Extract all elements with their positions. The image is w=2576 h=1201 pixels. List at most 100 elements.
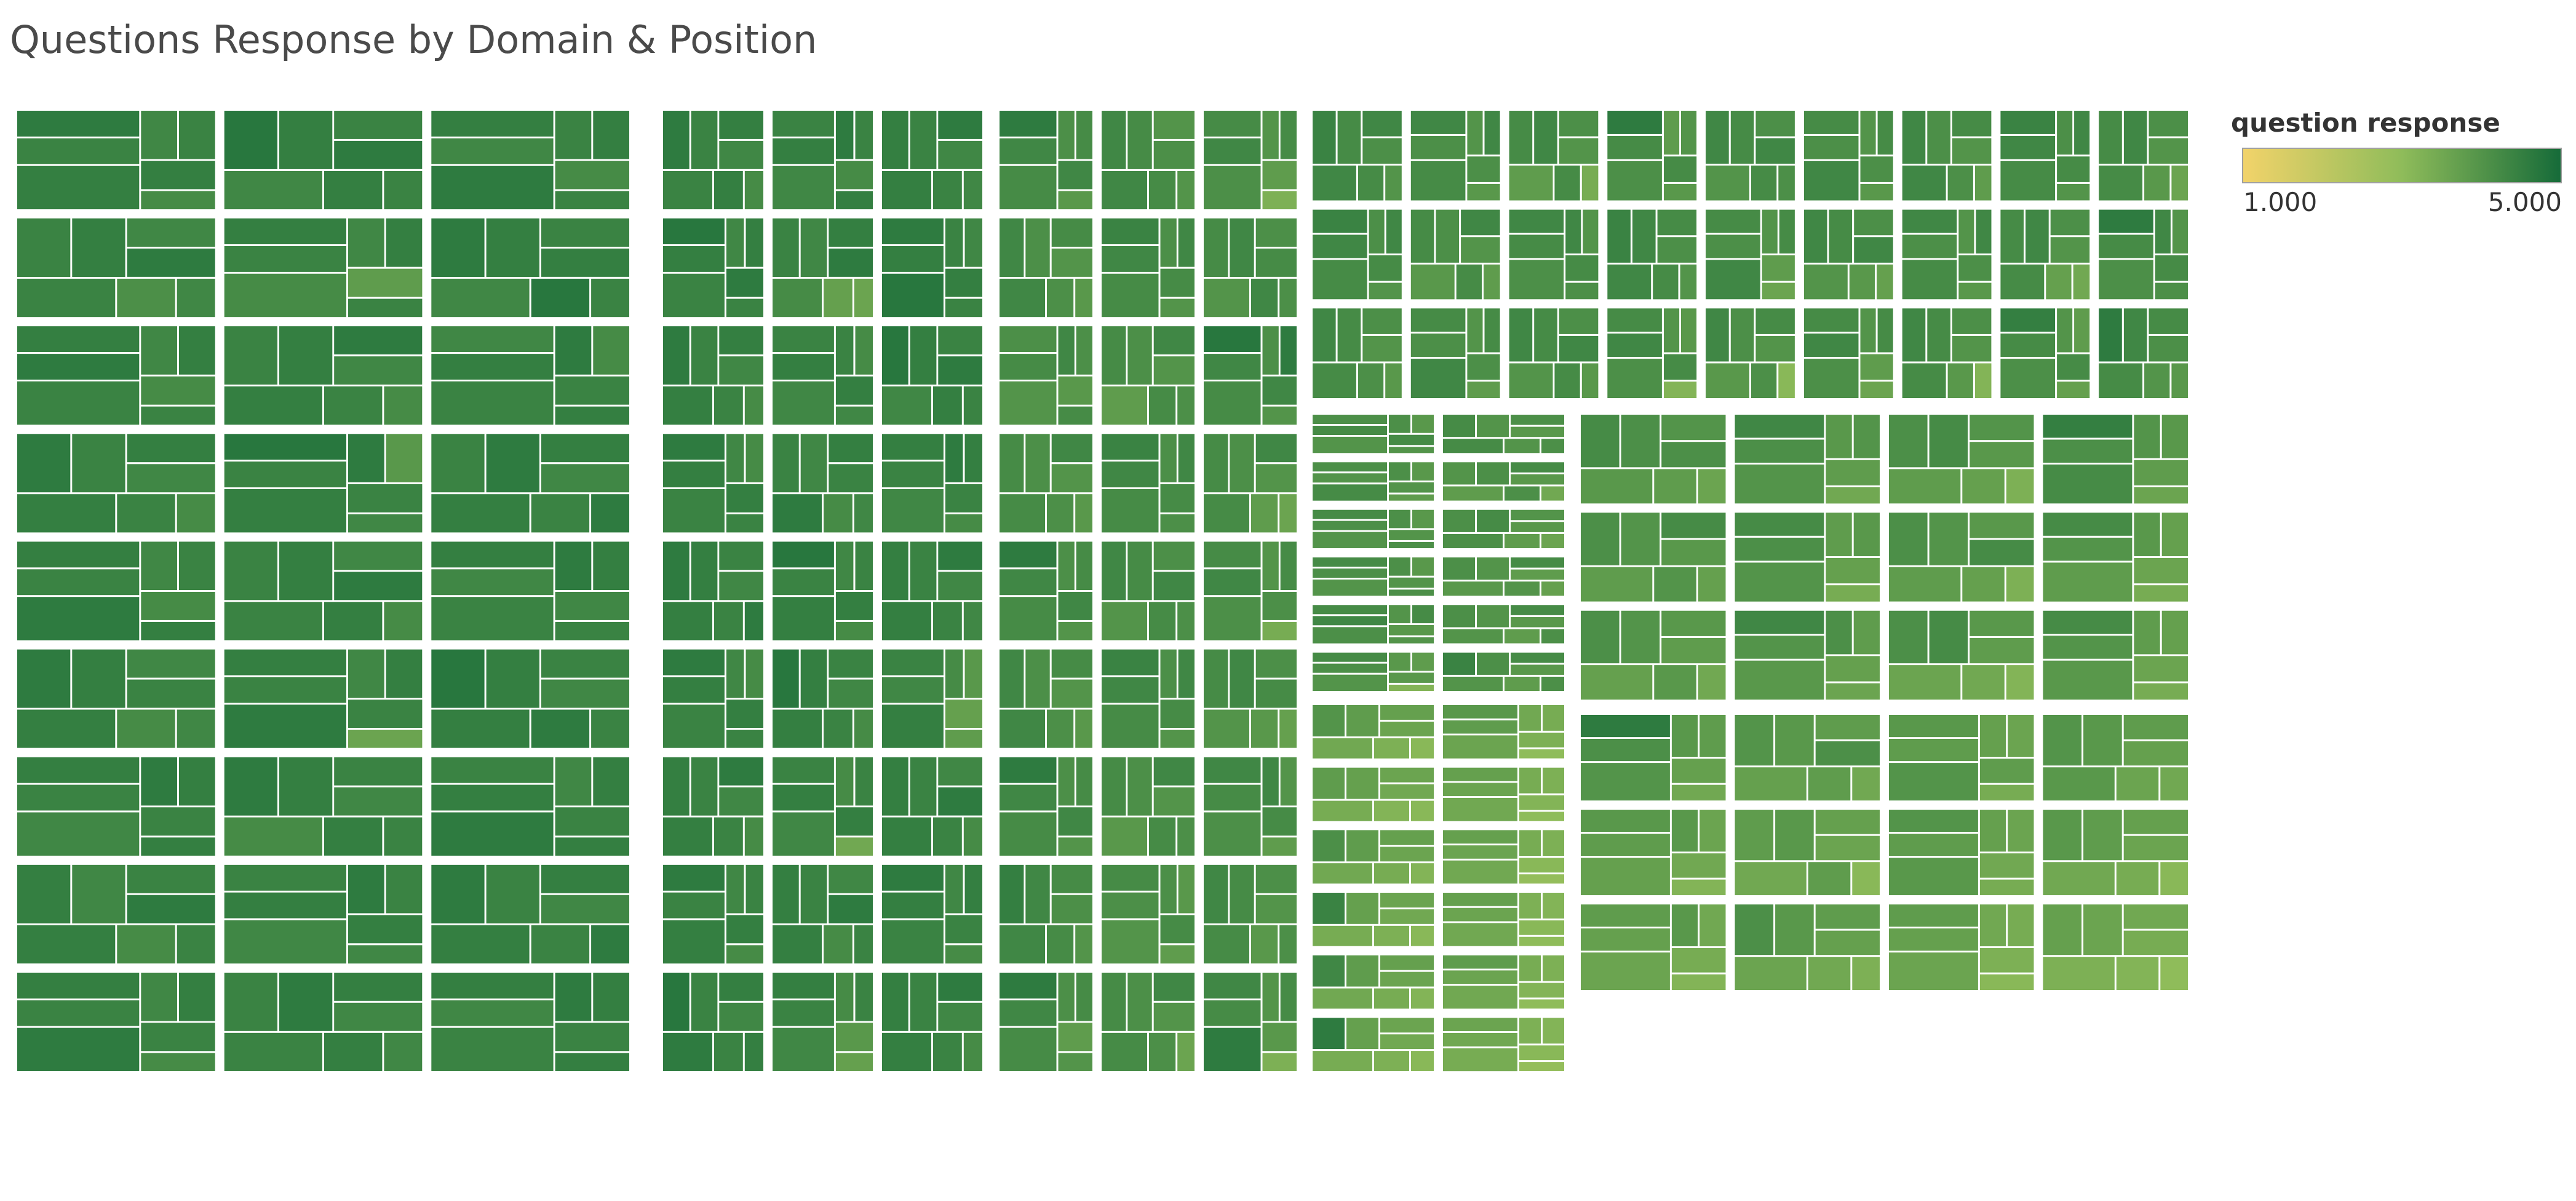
question-cell (1554, 166, 1580, 201)
question-cell (726, 298, 763, 317)
question-cell (1467, 183, 1500, 201)
question-cell (726, 915, 763, 944)
question-cell (1000, 925, 1045, 964)
question-cell (224, 920, 346, 964)
question-cell (1581, 469, 1653, 504)
question-cell (1581, 166, 1599, 201)
question-cell (1204, 1000, 1261, 1026)
question-cell (1505, 629, 1540, 644)
question-cell (224, 246, 346, 272)
question-cell (1255, 434, 1297, 463)
question-cell (1826, 610, 1852, 655)
question-cell (1262, 972, 1279, 1021)
question-cell (1313, 166, 1356, 201)
question-cell (1860, 183, 1893, 201)
question-cell (1262, 541, 1279, 590)
question-cell (324, 602, 383, 640)
question-cell (1519, 936, 1564, 946)
question-cell (555, 376, 629, 405)
question-cell (1519, 983, 1564, 998)
question-cell (1505, 439, 1540, 453)
question-cell (1389, 494, 1434, 501)
question-cell (829, 649, 873, 678)
question-cell (1962, 567, 2005, 602)
question-cell (1889, 469, 1961, 504)
question-cell (1554, 363, 1580, 398)
question-cell (938, 787, 982, 816)
question-cell (744, 602, 763, 640)
question-cell (1962, 665, 2005, 700)
question-cell (1653, 264, 1679, 300)
question-cell (663, 326, 690, 385)
question-cell (279, 111, 333, 169)
question-cell (1543, 1018, 1564, 1044)
question-cell (1153, 140, 1195, 169)
question-cell (1374, 1051, 1409, 1071)
question-cell (1346, 705, 1378, 736)
question-cell (2043, 610, 2133, 634)
question-cell (882, 218, 944, 244)
question-cell (938, 541, 982, 570)
question-cell (2046, 264, 2072, 300)
question-cell (1051, 895, 1092, 924)
question-cell (2000, 359, 2055, 398)
question-cell (1160, 268, 1195, 297)
question-cell (1979, 879, 2034, 895)
question-cell (1380, 893, 1434, 908)
question-cell (2134, 460, 2188, 485)
question-cell (1102, 817, 1147, 856)
question-cell (773, 381, 834, 425)
question-cell (1337, 308, 1361, 362)
question-cell (17, 784, 140, 811)
question-cell (663, 677, 725, 703)
question-cell (1204, 1027, 1261, 1071)
question-cell (541, 649, 629, 678)
question-cell (1204, 812, 1261, 856)
question-cell (835, 621, 873, 640)
question-cell (1706, 308, 1729, 362)
question-cell (431, 864, 485, 924)
question-cell (555, 757, 592, 806)
question-cell (1541, 676, 1564, 691)
question-cell (224, 386, 322, 425)
question-cell (1204, 218, 1228, 277)
question-cell (1559, 138, 1599, 164)
question-cell (1808, 957, 1851, 990)
question-cell (17, 1000, 140, 1026)
question-cell (1979, 904, 2006, 946)
question-cell (224, 218, 346, 244)
question-cell (1621, 415, 1660, 468)
question-cell (1443, 845, 1517, 859)
question-cell (1735, 537, 1824, 561)
question-cell (2083, 810, 2122, 861)
question-cell (1779, 209, 1795, 253)
question-cell (141, 541, 177, 590)
question-cell (1102, 246, 1159, 272)
question-cell (1204, 166, 1261, 210)
question-cell (1581, 415, 1620, 468)
question-cell (1051, 464, 1092, 493)
question-cell (691, 757, 718, 816)
question-cell (1970, 442, 2034, 468)
question-cell (2006, 469, 2034, 504)
question-cell (127, 679, 215, 708)
question-cell (2000, 161, 2055, 201)
question-cell (1826, 585, 1880, 602)
question-cell (1313, 616, 1387, 626)
question-cell (1534, 111, 1557, 164)
question-cell (835, 592, 873, 620)
question-cell (1755, 308, 1795, 334)
question-cell (1706, 363, 1749, 398)
question-cell (835, 1023, 873, 1051)
question-cell (2161, 610, 2188, 655)
question-cell (882, 649, 944, 676)
question-cell (1534, 308, 1557, 362)
question-cell (2043, 415, 2133, 438)
question-cell (127, 895, 215, 924)
question-cell (531, 494, 590, 533)
question-cell (2008, 904, 2034, 946)
question-cell (141, 972, 177, 1021)
question-cell (1775, 715, 1814, 766)
question-cell (1000, 381, 1057, 425)
question-cell (1051, 864, 1092, 893)
